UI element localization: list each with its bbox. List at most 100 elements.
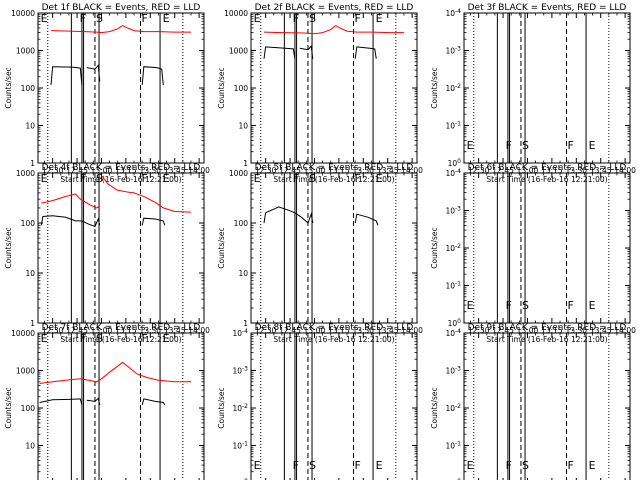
y-tick-label: 10-4 [445,8,461,18]
x-tick-label: 13:15 [541,166,563,175]
y-tick-base: 10 [445,282,455,291]
x-tick-label: 14:00 [614,166,636,175]
y-tick-label: 10-1 [232,441,248,451]
detector-panel-5: Det 5f BLACK = Events, RED = LLD11010010… [217,163,423,344]
y-tick-exponent: -2 [455,243,461,250]
panel-title: Det 2f BLACK = Events, RED = LLD [255,3,414,13]
x-tick-label: 14:00 [401,326,423,335]
x-tick-label: 12:30 [255,326,277,335]
x-tick-label: 13:30 [352,166,374,175]
x-tick-label: 12:45 [66,326,88,335]
panel-title: Det 5f BLACK = Events, RED = LLD [255,163,414,173]
x-tick-label: 13:45 [164,326,186,335]
y-tick-label: 10-2 [445,243,461,253]
y-tick-label: 10-3 [445,366,461,376]
event-letter: S [522,299,529,312]
plot-frame [463,12,631,164]
x-tick-label: 13:15 [328,166,350,175]
y-tick-label: 10 [25,442,35,451]
event-letter: F [355,12,361,25]
panel-title: Det 3f BLACK = Events, RED = LLD [468,3,627,13]
event-letter: E [376,459,383,472]
x-tick-label: 13:00 [304,166,326,175]
y-tick-label: 100 [448,158,462,168]
y-tick-base: 10 [232,367,242,376]
plot-frame [463,332,631,480]
event-letter: F [506,299,512,312]
y-tick-base: 10 [445,244,455,253]
event-letter: E [589,459,596,472]
x-tick-label: 14:00 [188,166,210,175]
event-letter: F [293,459,299,472]
event-letter: S [309,12,316,25]
y-tick-label: 10-3 [445,46,461,56]
detector-panel-2: Det 2f BLACK = Events, RED = LLD 1 10 100 10… [217,3,423,184]
y-tick-exponent: -1 [242,441,248,448]
panel-title: Det 6f BLACK = Events, RED = LLD [468,163,627,173]
y-tick-exponent: -2 [455,83,461,90]
y-tick-label: 1000 [229,47,248,56]
y-tick-label: 100 [21,84,36,93]
y-axis-label: Counts/sec [430,387,439,428]
x-tick-label: 12:30 [255,166,277,175]
y-tick-label: 10-3 [232,366,248,376]
x-axis-label: Start Time (16-Feb-16 12:21:00) [486,335,607,344]
y-axis-label: Counts/sec [217,227,226,268]
x-axis-label: Start Time (16-Feb-16 12:21:00) [60,335,181,344]
y-tick-label: 10000 [224,9,248,18]
y-tick-label: 10 [25,269,35,278]
event-letter: E [589,139,596,152]
event-rate-line [141,217,166,226]
event-letter: E [254,459,261,472]
y-tick-label: 1 [243,319,248,328]
y-axis-label: Counts/sec [4,67,13,108]
x-tick-label: 12:30 [42,166,64,175]
x-axis-label: Start Time (16-Feb-16 12:21:00) [273,175,394,184]
y-tick-label: 1000 [16,47,35,56]
lld-rate-line [39,361,191,384]
event-letter: F [506,139,512,152]
x-tick-label: 13:00 [517,166,539,175]
plot-frame [37,172,205,324]
y-tick-label: 100 [234,219,249,228]
event-letter: E [589,299,596,312]
panel-title: Det 7f BLACK = Events, RED = LLD [42,323,201,333]
x-tick-label: 13:00 [304,326,326,335]
y-tick-label: 100 [21,404,36,413]
event-letter: S [96,12,103,25]
event-rate-line [40,215,101,228]
y-tick-exponent: -3 [455,206,461,213]
x-tick-label: 13:45 [590,166,612,175]
x-axis-label: Start Time (16-Feb-16 12:21:00) [273,335,394,344]
y-tick-exponent: -1 [455,281,461,288]
y-tick-label: 10-2 [232,403,248,413]
event-letter: F [80,332,86,345]
lld-rate-line [101,175,192,213]
y-tick-label: 10000 [11,9,35,18]
y-tick-base: 10 [445,207,455,216]
event-letter: F [80,172,86,185]
event-rate-line [39,398,83,406]
y-tick-label: 100 [21,219,36,228]
y-axis-label: Counts/sec [4,227,13,268]
event-rate-line [354,213,379,226]
x-tick-label: 13:45 [377,326,399,335]
event-letter: E [163,172,170,185]
event-rate-line [141,398,166,406]
event-letter: E [254,172,261,185]
event-letter: F [80,12,86,25]
event-letter: E [163,332,170,345]
y-tick-exponent: -3 [242,366,248,373]
event-letter: E [41,12,48,25]
y-tick-base: 10 [232,404,242,413]
event-letter: E [467,139,474,152]
panel-title: Det 9f BLACK = Events, RED = LLD [468,323,627,333]
x-tick-label: 13:30 [139,166,161,175]
y-tick-exponent: 0 [244,478,248,480]
event-letter: F [293,12,299,25]
plot-frame [250,332,418,480]
detector-panel-7: Det 7f BLACK = Events, RED = LLD11010010… [4,323,205,480]
y-tick-label: 1000 [16,367,35,376]
lld-rate-line [263,24,404,35]
y-axis-label: Counts/sec [217,387,226,428]
